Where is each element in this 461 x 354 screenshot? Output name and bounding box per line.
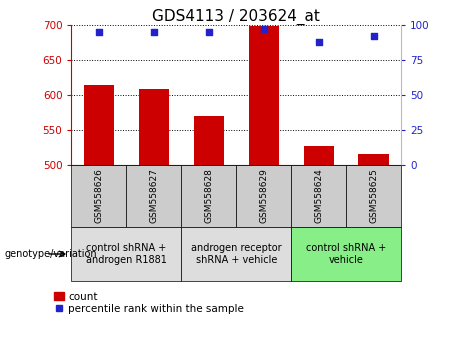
Point — [370, 33, 377, 39]
Bar — [181, 227, 291, 281]
Bar — [194, 116, 224, 165]
Point — [315, 39, 322, 44]
Legend: count, percentile rank within the sample: count, percentile rank within the sample — [53, 292, 244, 314]
Bar — [181, 165, 236, 227]
Bar — [248, 26, 279, 165]
Text: GSM558628: GSM558628 — [204, 168, 213, 223]
Bar — [291, 227, 401, 281]
Bar — [236, 165, 291, 227]
Bar — [303, 146, 334, 165]
Bar — [71, 165, 126, 227]
Point — [260, 26, 267, 32]
Title: GDS4113 / 203624_at: GDS4113 / 203624_at — [152, 8, 320, 25]
Point — [150, 29, 158, 35]
Text: control shRNA +
androgen R1881: control shRNA + androgen R1881 — [86, 243, 167, 265]
Point — [205, 29, 213, 35]
Text: GSM558624: GSM558624 — [314, 168, 323, 223]
Text: GSM558625: GSM558625 — [369, 168, 378, 223]
Point — [95, 29, 103, 35]
Bar — [84, 85, 114, 165]
Text: genotype/variation: genotype/variation — [5, 249, 97, 259]
Text: androgen receptor
shRNA + vehicle: androgen receptor shRNA + vehicle — [191, 243, 282, 265]
Text: GSM558629: GSM558629 — [259, 168, 268, 223]
Bar — [71, 227, 181, 281]
Bar — [126, 165, 181, 227]
Bar — [346, 165, 401, 227]
Text: GSM558627: GSM558627 — [149, 168, 159, 223]
Bar — [139, 89, 169, 165]
Bar — [291, 165, 346, 227]
Bar — [359, 154, 389, 165]
Text: GSM558626: GSM558626 — [95, 168, 103, 223]
Text: control shRNA +
vehicle: control shRNA + vehicle — [306, 243, 386, 265]
